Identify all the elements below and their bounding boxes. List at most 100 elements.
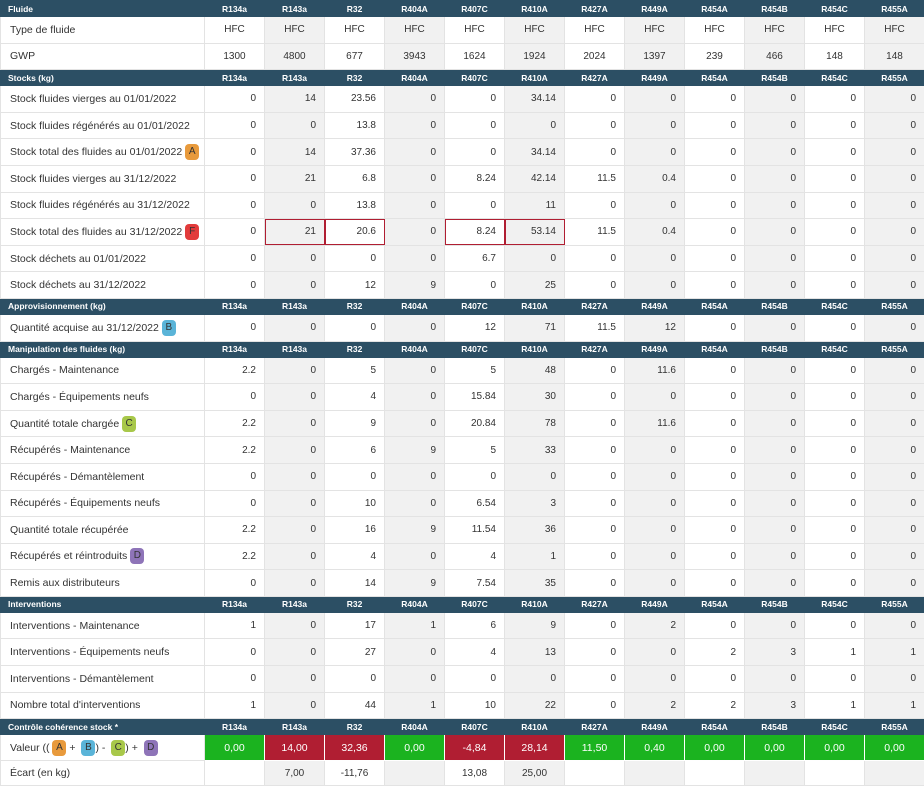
value-cell: 1: [804, 691, 865, 720]
fluid-column-header: R134a: [204, 297, 265, 315]
fluid-column-header: R143a: [264, 69, 325, 87]
value-cell: 4: [324, 542, 385, 571]
value-cell: 0: [564, 244, 625, 273]
badge-b: B: [161, 319, 176, 336]
fluid-column-header: R32: [324, 297, 385, 315]
section-title: Stocks (kg): [0, 69, 205, 87]
control-value-cell: 0,00: [744, 734, 805, 762]
table-row: Remis aux distributeurs 0 0 14 9 7.54 35 0 0 0 0 0 0: [0, 569, 924, 597]
value-cell: 0: [444, 191, 505, 220]
value-cell: HFC: [804, 16, 865, 44]
table-row: Stock déchets au 31/12/2022 0 0 12 9 0 25 0 0 0 0 0…: [0, 271, 924, 299]
value-cell: 0: [324, 665, 385, 693]
value-cell: 13.8: [324, 191, 385, 220]
value-cell: 0: [384, 244, 445, 273]
fluid-column-header: R449A: [624, 297, 685, 315]
value-cell: 0: [804, 85, 865, 113]
value-cell: 0.4: [624, 164, 685, 193]
value-cell: 0: [864, 356, 924, 385]
ecart-cell: [744, 760, 805, 787]
value-cell: 0: [804, 218, 865, 246]
value-cell: 10: [324, 489, 385, 518]
value-cell: 9: [384, 271, 445, 299]
table-row: Interventions - Équipements neufs 0 0 27 0 4 1…: [0, 638, 924, 667]
value-cell: 11: [504, 191, 565, 220]
ecart-cell: [564, 760, 625, 787]
value-cell: 0: [624, 191, 685, 220]
value-cell: 0: [624, 489, 685, 518]
fluid-column-header: R427A: [564, 595, 625, 613]
value-cell: 2024: [564, 42, 625, 71]
fluid-column-header: R407C: [444, 297, 505, 315]
section-header: Interventions R134a R143a R32 R404A R407C R410…: [0, 595, 924, 613]
value-cell: 0: [264, 313, 325, 342]
value-cell: 0: [804, 436, 865, 464]
value-cell: 1: [204, 611, 265, 640]
fluid-column-header: R143a: [264, 718, 325, 736]
value-cell: 12: [324, 271, 385, 299]
control-value-cell: 32,36: [324, 734, 385, 762]
value-cell: 44: [324, 691, 385, 720]
badge-d: D: [130, 548, 145, 565]
value-cell: 0: [384, 313, 445, 342]
row-label-text: Chargés - Maintenance: [10, 364, 120, 377]
fluid-column-header: R454A: [684, 0, 745, 17]
fluid-column-header: R404A: [384, 0, 445, 17]
value-cell: 0: [264, 383, 325, 411]
value-cell: HFC: [864, 16, 924, 44]
row-label: GWP: [0, 42, 205, 71]
section-header: Approvisionnement (kg) R134a R143a R32 R404A…: [0, 297, 924, 315]
value-cell: 0: [684, 489, 745, 518]
value-cell: 14: [324, 569, 385, 597]
row-label: Quantité acquise au 31/12/2022 B: [0, 313, 205, 342]
fluid-column-header: R454B: [744, 69, 805, 87]
value-cell: HFC: [444, 16, 505, 44]
ecart-cell: 25,00: [504, 760, 565, 787]
fluid-column-header: R32: [324, 69, 385, 87]
value-cell: 0: [684, 244, 745, 273]
value-cell: 0: [864, 611, 924, 640]
row-label: Stock fluides régénérés au 01/01/2022: [0, 111, 205, 140]
value-cell: 0: [744, 313, 805, 342]
value-cell: 0: [864, 218, 924, 246]
ecart-cell: 7,00: [264, 760, 325, 787]
value-cell: 11.5: [564, 164, 625, 193]
fluid-column-header: R454A: [684, 340, 745, 358]
fluid-column-header: R454B: [744, 0, 805, 17]
value-cell: 0: [204, 313, 265, 342]
value-cell: 9: [384, 569, 445, 597]
fluid-column-header: R454B: [744, 297, 805, 315]
value-cell: 14: [264, 85, 325, 113]
value-cell: 0: [864, 138, 924, 166]
value-cell: 0: [684, 313, 745, 342]
value-cell: 3943: [384, 42, 445, 71]
value-cell: 0: [564, 489, 625, 518]
value-cell: 0: [264, 542, 325, 571]
fluid-column-header: R134a: [204, 340, 265, 358]
value-cell: 4: [444, 638, 505, 667]
fluid-column-header: R455A: [864, 0, 924, 17]
value-cell: 0: [684, 611, 745, 640]
row-label-text: Stock total des fluides au 31/12/2022: [10, 225, 183, 238]
section-title: Interventions: [0, 595, 205, 613]
row-label-text: Interventions - Démantèlement: [10, 672, 154, 685]
value-cell: 12: [624, 313, 685, 342]
value-cell: 0: [384, 462, 445, 491]
value-cell: 0: [204, 218, 265, 246]
value-cell: 0: [744, 489, 805, 518]
value-cell: 0: [444, 462, 505, 491]
value-cell: 12: [444, 313, 505, 342]
ecart-cell: -11,76: [324, 760, 385, 787]
value-cell: 7.54: [444, 569, 505, 597]
value-cell: 0: [264, 462, 325, 491]
value-cell: 9: [384, 436, 445, 464]
row-label-text: Stock fluides vierges au 31/12/2022: [10, 172, 177, 185]
value-cell: 0: [744, 191, 805, 220]
value-cell: 0: [384, 409, 445, 438]
row-label-text: Quantité acquise au 31/12/2022: [10, 321, 159, 334]
value-cell: 0: [744, 383, 805, 411]
row-label-text: Type de fluide: [10, 23, 76, 36]
value-cell: 4: [324, 383, 385, 411]
row-label-text: Stock fluides régénérés au 31/12/2022: [10, 199, 190, 212]
value-cell: 0: [384, 489, 445, 518]
